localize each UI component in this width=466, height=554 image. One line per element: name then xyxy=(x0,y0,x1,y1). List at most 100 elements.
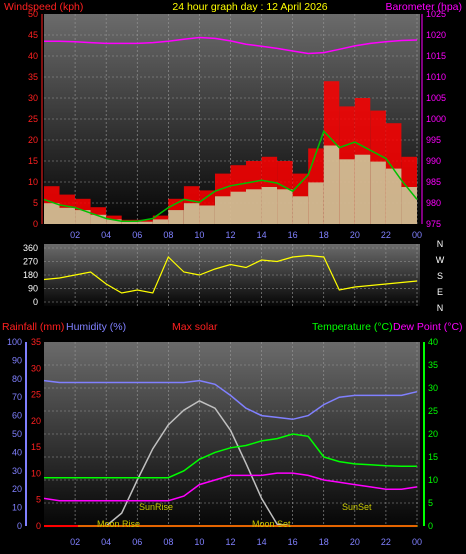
x-tick: 06 xyxy=(132,537,142,547)
rainfall-tick: 0 xyxy=(36,521,41,531)
wind-average-bar xyxy=(292,196,309,224)
direction-tick: 0 xyxy=(33,297,38,307)
humidity-tick: 10 xyxy=(12,503,22,513)
wind-average-bar xyxy=(59,207,75,224)
x-tick: 20 xyxy=(350,230,360,240)
x-tick: 18 xyxy=(319,537,329,547)
wind-average-bar xyxy=(137,221,153,224)
barometer-tick: 1005 xyxy=(426,93,446,103)
wind-panel-x-tick-labels: 02 04 06 08 10 12 14 16 18 20 22 00 xyxy=(70,230,422,240)
x-tick: 10 xyxy=(194,230,204,240)
x-tick: 12 xyxy=(225,537,235,547)
windspeed-tick: 20 xyxy=(28,135,38,145)
windspeed-tick: 40 xyxy=(28,51,38,61)
windspeed-tick: 50 xyxy=(28,9,38,19)
windspeed-tick: 45 xyxy=(28,30,38,40)
wind-average-bar xyxy=(183,203,200,224)
x-tick: 16 xyxy=(288,230,298,240)
temperature-tick: 5 xyxy=(428,498,433,508)
windspeed-series xyxy=(43,81,418,224)
dewpoint-axis-label: Dew Point (°C) xyxy=(393,321,463,333)
wind-average-bar xyxy=(246,189,262,224)
humidity-line xyxy=(43,379,418,421)
barometer-tick: 980 xyxy=(426,198,441,208)
barometer-tick: 1025 xyxy=(426,9,446,19)
windspeed-axis-label: Windspeed (kph) xyxy=(4,1,83,13)
rainfall-axis-label: Rainfall (mm) xyxy=(2,321,64,333)
humidity-tick: 50 xyxy=(12,429,22,439)
sunrise-label: SunRise xyxy=(139,502,173,512)
temperature-tick: 35 xyxy=(428,360,438,370)
rainfall-tick: 25 xyxy=(31,390,41,400)
temperature-tick-labels: 0 5 10 15 20 25 30 35 40 xyxy=(428,337,438,531)
wind-average-bar xyxy=(401,187,417,224)
x-tick: 02 xyxy=(70,537,80,547)
temperature-tick: 30 xyxy=(428,383,438,393)
rainfall-tick: 35 xyxy=(31,337,41,347)
wind-average-bar xyxy=(323,145,340,224)
compass-letter: E xyxy=(437,287,443,297)
temperature-tick: 0 xyxy=(428,521,433,531)
x-tick: 22 xyxy=(381,537,391,547)
wind-average-line xyxy=(43,129,418,223)
temperature-tick: 40 xyxy=(428,337,438,347)
windspeed-tick: 35 xyxy=(28,72,38,82)
compass-letter: S xyxy=(437,271,443,281)
windspeed-tick: 10 xyxy=(28,177,38,187)
x-tick: 12 xyxy=(225,230,235,240)
wind-direction-line xyxy=(43,254,418,294)
moonrise-label: Moon Rise xyxy=(97,519,140,529)
humidity-tick: 30 xyxy=(12,466,22,476)
wind-average-bar xyxy=(354,154,371,224)
barometer-tick-labels: 975 980 985 990 995 1000 1005 1010 1015 1020 1025 xyxy=(426,9,446,229)
rainfall-tick: 30 xyxy=(31,363,41,373)
direction-tick: 360 xyxy=(23,243,38,253)
wind-average-bar xyxy=(277,189,293,224)
temperature-tick: 25 xyxy=(428,406,438,416)
windspeed-tick: 0 xyxy=(33,219,38,229)
x-tick: 16 xyxy=(288,537,298,547)
wind-average-bar xyxy=(261,187,278,224)
barometer-tick: 990 xyxy=(426,156,441,166)
temperature-tick: 20 xyxy=(428,429,438,439)
temperature-axis-label: Temperature (°C) xyxy=(312,321,393,333)
wind-average-bar xyxy=(199,205,215,224)
wind-average-bar xyxy=(230,191,246,224)
windspeed-tick-labels: 0 5 10 15 20 25 30 35 40 45 50 xyxy=(28,9,38,229)
x-tick: 04 xyxy=(101,537,111,547)
humidity-tick-labels: 0 10 20 30 40 50 60 70 80 90 100 xyxy=(7,337,22,531)
wind-average-bar xyxy=(339,159,355,224)
direction-tick: 270 xyxy=(23,257,38,267)
barometer-tick: 1015 xyxy=(426,51,446,61)
wind-average-bar xyxy=(308,182,324,224)
x-tick: 22 xyxy=(381,230,391,240)
x-tick: 14 xyxy=(257,537,267,547)
rainfall-tick: 15 xyxy=(31,442,41,452)
wind-average-bar xyxy=(370,161,386,224)
wind-average-bar xyxy=(121,221,138,224)
temperature-humidity-panel: SunRise SunSet Moon Rise Moon Set 0 5 10 15… xyxy=(7,337,438,547)
x-tick: 00 xyxy=(412,537,422,547)
temperature-tick: 10 xyxy=(428,475,438,485)
windspeed-tick: 30 xyxy=(28,93,38,103)
x-tick: 10 xyxy=(194,537,204,547)
barometer-tick: 995 xyxy=(426,135,441,145)
dewpoint-line xyxy=(43,472,418,502)
barometer-tick: 1020 xyxy=(426,30,446,40)
humidity-tick: 20 xyxy=(12,484,22,494)
x-tick: 14 xyxy=(257,230,267,240)
compass-letter: N xyxy=(437,239,444,249)
temperature-panel-x-tick-labels: 02 04 06 08 10 12 14 16 18 20 22 00 xyxy=(70,537,422,547)
compass-letter: N xyxy=(437,303,444,313)
x-tick: 00 xyxy=(412,230,422,240)
x-tick: 08 xyxy=(163,230,173,240)
sunset-label: SunSet xyxy=(342,502,372,512)
x-tick: 20 xyxy=(350,537,360,547)
x-tick: 08 xyxy=(163,537,173,547)
graph-title: 24 hour graph day : 12 April 2026 xyxy=(172,1,327,13)
direction-tick-labels: 0 90 180 270 360 xyxy=(23,243,38,307)
wind-average-bar xyxy=(75,210,91,224)
windspeed-tick: 25 xyxy=(28,114,38,124)
barometer-tick: 975 xyxy=(426,219,441,229)
